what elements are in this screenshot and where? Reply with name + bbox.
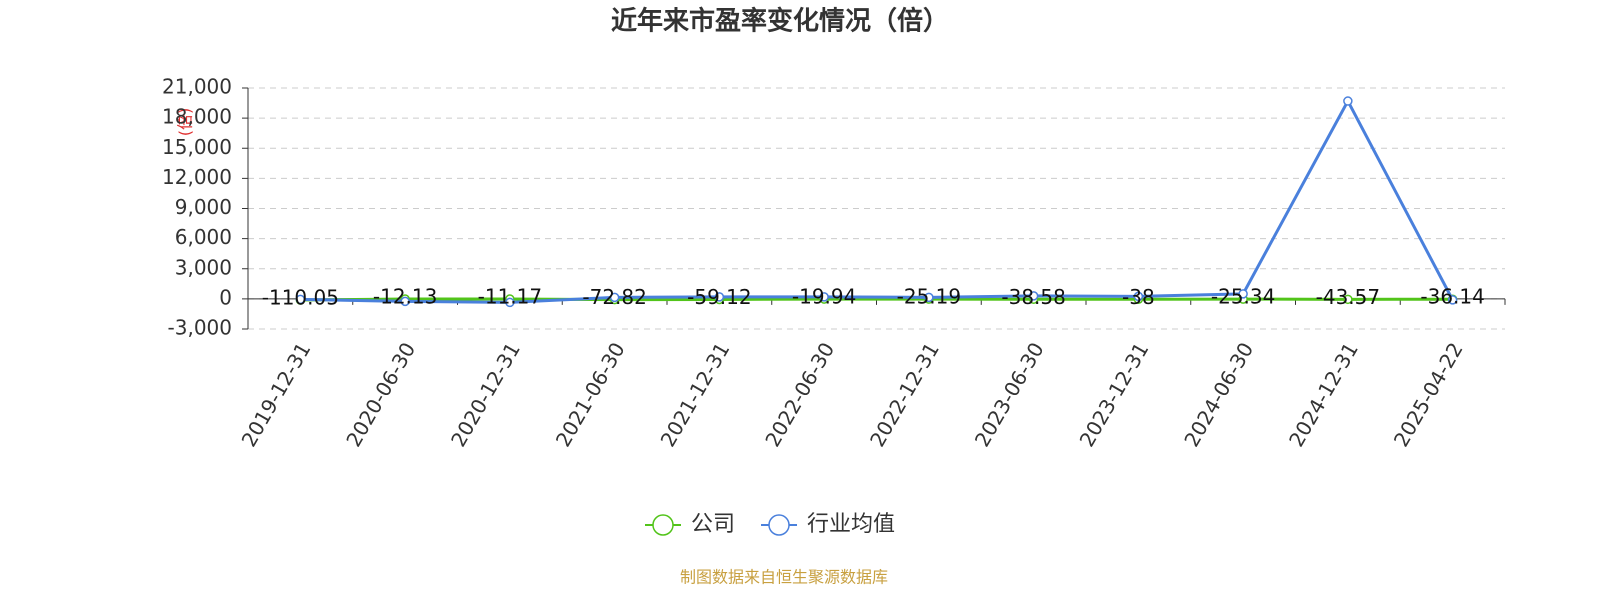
x-tick-label: 2023-12-31 — [1075, 338, 1154, 451]
point — [295, 294, 306, 305]
point — [1343, 294, 1353, 305]
y-tick-label: 15,000 — [162, 135, 232, 159]
x-tick-label: 2020-12-31 — [446, 338, 525, 451]
chart-title: 近年来市盈率变化情况（倍） — [611, 6, 949, 37]
legend-marker — [652, 514, 674, 536]
data-label: -12.13 — [373, 284, 437, 308]
data-label: -38.58 — [1001, 285, 1065, 309]
x-tick-label: 2022-06-30 — [760, 338, 839, 451]
point — [714, 292, 725, 302]
data-label: -19.94 — [792, 285, 856, 309]
x-tick-label: 2025-04-22 — [1389, 338, 1468, 451]
legend-label: 公司 — [691, 512, 735, 537]
data-label: -25.34 — [1211, 285, 1275, 309]
data-label: -38 — [1122, 285, 1155, 309]
point — [924, 292, 934, 303]
x-tick-label: 2022-12-31 — [865, 338, 944, 451]
x-tick-label: 2024-12-31 — [1284, 338, 1363, 451]
y-tick-label: 0 — [219, 285, 232, 309]
source-note: 制图数据来自恒生聚源数据库 — [680, 568, 888, 587]
data-label: -11.17 — [478, 284, 542, 308]
legend-item: 行业均值 — [761, 512, 895, 537]
point — [1447, 295, 1458, 305]
x-tick-label: 2023-06-30 — [970, 338, 1049, 451]
data-label: -72.82 — [582, 285, 646, 309]
x-tick-label: 2020-06-30 — [341, 338, 420, 451]
data-label: -25.19 — [897, 285, 961, 309]
point — [1028, 291, 1039, 301]
x-tick-label: 2019-12-31 — [237, 338, 316, 451]
y-axis-label: (倍) — [176, 108, 195, 137]
point — [819, 292, 829, 302]
y-tick-label: -3,000 — [168, 316, 232, 340]
point — [1133, 291, 1144, 302]
y-tick-label: 3,000 — [175, 255, 232, 279]
y-tick-label: 21,000 — [162, 75, 232, 99]
point — [400, 296, 410, 307]
legend-label: 行业均值 — [807, 512, 895, 537]
series-line — [300, 97, 1454, 304]
legend-marker — [768, 514, 790, 536]
point — [609, 292, 620, 303]
x-tick-label: 2021-12-31 — [656, 338, 735, 451]
y-tick-label: 6,000 — [175, 225, 232, 249]
y-tick-label: 18,000 — [162, 105, 232, 129]
y-tick-label: 12,000 — [162, 165, 232, 189]
x-tick-label: 2021-06-30 — [551, 338, 630, 451]
x-tick-label: 2024-06-30 — [1179, 338, 1258, 451]
series-line — [300, 297, 1453, 302]
data-label: -110.05 — [262, 285, 339, 309]
y-tick-label: 9,000 — [175, 195, 232, 219]
data-label: -59.12 — [687, 285, 751, 309]
data-label: -36.14 — [1420, 285, 1484, 309]
legend-item: 公司 — [645, 512, 735, 537]
point — [1343, 96, 1353, 106]
point — [505, 297, 515, 308]
point — [1238, 289, 1248, 299]
data-label: -43.57 — [1316, 285, 1380, 309]
